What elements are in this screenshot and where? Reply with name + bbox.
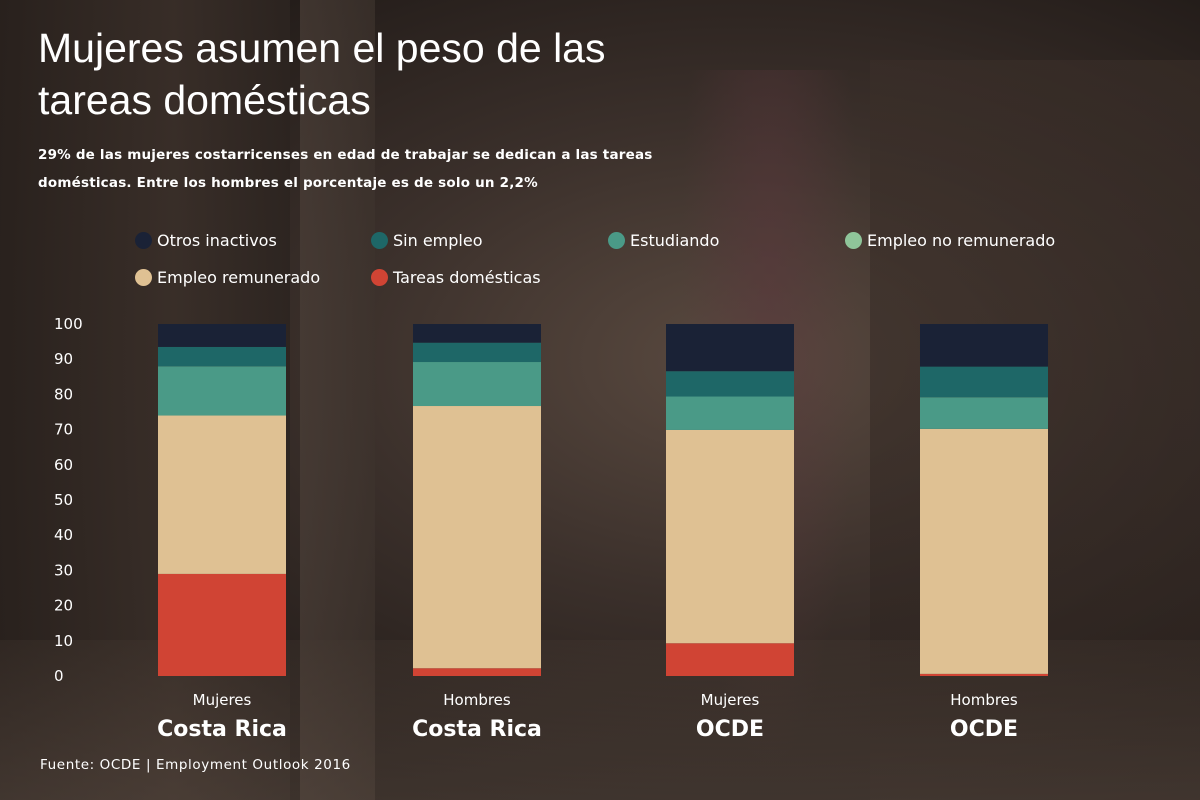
legend-swatch [135,232,152,249]
bar-segment-estudiando [920,397,1048,429]
legend-item: Estudiando [608,231,719,250]
bar-segment-otros-inactivos [666,324,794,372]
legend-item: Empleo remunerado [135,268,320,287]
category-region-label: Costa Rica [157,717,287,742]
legend-label: Otros inactivos [157,231,277,250]
bar-segment-estudiando [413,362,541,407]
bar-segment-sin-empleo [666,371,794,397]
y-tick-label: 50 [54,491,73,509]
y-tick-label: 40 [54,526,73,544]
legend-swatch [135,269,152,286]
bar-segment-empleo-remunerado [413,406,541,669]
category-region-label: OCDE [696,717,764,742]
y-tick-label: 30 [54,561,73,579]
category-region-label: Costa Rica [412,717,542,742]
bar-segment-empleo-remunerado [158,415,286,574]
legend-item: Sin empleo [371,231,483,250]
legend-label: Empleo remunerado [157,268,321,287]
bar-segment-otros-inactivos [158,324,286,347]
legend-swatch [371,232,388,249]
legend-label: Tareas domésticas [393,268,541,287]
y-tick-label: 20 [54,597,73,615]
bar-segment-sin-empleo [158,346,286,367]
bar-segment-estudiando [666,396,794,430]
legend-item: Otros inactivos [135,231,277,250]
chart-title: Mujeres asumen el peso de las tareas dom… [38,25,606,123]
legend-swatch [845,232,862,249]
chart-subtitle: 29% de las mujeres costarricenses en eda… [38,147,653,191]
chart-legend: Otros inactivos Sin empleo Estudiando Emple… [0,0,1200,300]
bar-segment-sin-empleo [413,342,541,363]
y-tick-label: 10 [54,632,73,650]
bar-segment-tareas-domesticas [920,673,1048,676]
category-group-label: Hombres [443,691,511,709]
legend-item: Tareas domésticas [371,268,541,287]
bar-segment-otros-inactivos [413,324,541,343]
legend-swatch [371,269,388,286]
bar-segment-tareas-domesticas [158,573,286,676]
category-group-label: Hombres [950,691,1018,709]
y-tick-label: 90 [54,350,73,368]
y-tick-label: 0 [54,667,64,685]
bar-segment-empleo-remunerado [920,428,1048,674]
legend-label: Sin empleo [393,231,483,250]
legend-label: Estudiando [630,231,720,250]
y-tick-label: 70 [54,421,73,439]
bar-segment-otros-inactivos [920,324,1048,367]
category-group-label: Mujeres [193,691,252,709]
legend-item: Empleo no remunerado [845,231,1055,250]
y-tick-label: 100 [54,315,83,333]
legend-swatch [608,232,625,249]
bar-segment-tareas-domesticas [666,643,794,676]
category-region-label: OCDE [950,717,1018,742]
y-tick-label: 60 [54,456,73,474]
source-note: Fuente: OCDE | Employment Outlook 2016 [40,757,351,773]
bar-segment-estudiando [158,366,286,416]
bar-segment-tareas-domesticas [413,668,541,676]
bar-segment-empleo-remunerado [666,429,794,644]
y-tick-label: 80 [54,385,73,403]
category-group-label: Mujeres [701,691,760,709]
bar-segment-sin-empleo [920,366,1048,398]
legend-label: Empleo no remunerado [867,231,1056,250]
